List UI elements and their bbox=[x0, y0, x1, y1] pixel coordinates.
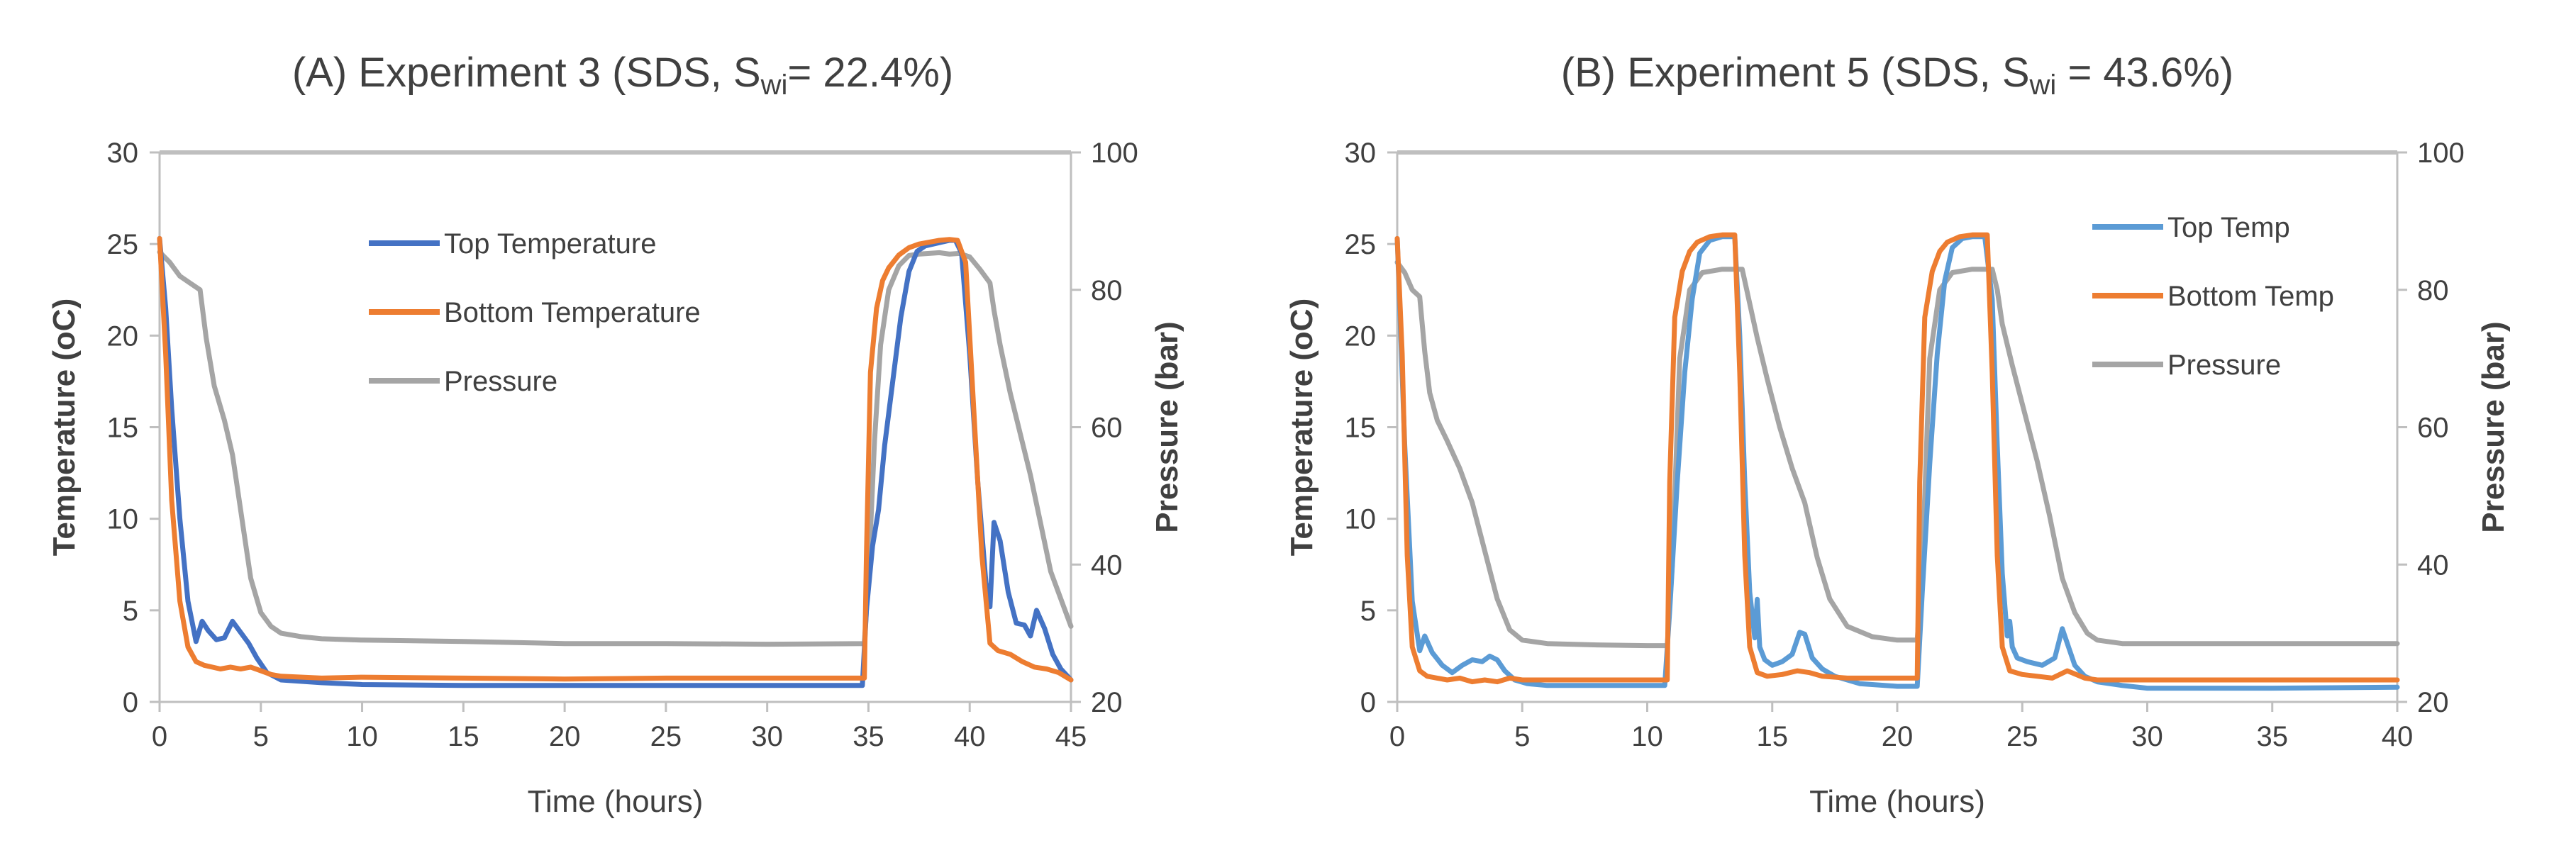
chart-panel-b: (B) Experiment 5 (SDS, Swi = 43.6%) 0 5 10… bbox=[1284, 50, 2511, 819]
chart-b-x-tick-label: 0 bbox=[1389, 721, 1405, 752]
chart-b-x-tick-label: 30 bbox=[2131, 721, 2163, 752]
chart-a-x-tick-label: 35 bbox=[853, 721, 884, 752]
chart-a-x-tick-label: 25 bbox=[650, 721, 682, 752]
chart-b-legend-label-top-temp: Top Temp bbox=[2167, 212, 2290, 243]
chart-a-legend-label-pressure: Pressure bbox=[444, 366, 557, 397]
chart-a-y-tick-label: 5 bbox=[123, 596, 138, 627]
chart-b-x-tick-label: 10 bbox=[1631, 721, 1663, 752]
chart-a-y2-tick-label: 60 bbox=[1091, 413, 1123, 444]
chart-b-y2-tick-label: 100 bbox=[2417, 138, 2465, 169]
chart-b-y2-tick-label: 60 bbox=[2417, 413, 2449, 444]
chart-a-x-tick-label: 20 bbox=[549, 721, 581, 752]
chart-b-x-axis-label: Time (hours) bbox=[1809, 784, 1985, 819]
chart-a-y2-tick-label: 40 bbox=[1091, 549, 1123, 581]
chart-b-y-tick-label: 10 bbox=[1345, 504, 1377, 535]
chart-b-title-main: (B) Experiment 5 (SDS, S bbox=[1561, 50, 2030, 96]
chart-b-y-tick-label: 15 bbox=[1345, 413, 1377, 444]
chart-panel-a: (A) Experiment 3 (SDS, Swi= 22.4%) 0 5 10 1… bbox=[47, 50, 1184, 819]
chart-b-series-bottom-temp-line bbox=[1394, 232, 2400, 685]
chart-a-y2-axis-label: Pressure (bar) bbox=[1150, 321, 1184, 532]
chart-b-y2-axis-label: Pressure (bar) bbox=[2476, 321, 2511, 532]
chart-a-legend-label-top-temperature: Top Temperature bbox=[444, 228, 656, 260]
chart-a-y-axis-label: Temperature (oC) bbox=[47, 298, 82, 556]
chart-a-y2-tick-label: 100 bbox=[1091, 138, 1138, 169]
chart-a-legend-label-bottom-temperature: Bottom Temperature bbox=[444, 297, 701, 328]
chart-b-x-tick-label: 15 bbox=[1757, 721, 1789, 752]
chart-b-y2-tick-label: 20 bbox=[2417, 687, 2449, 718]
chart-a-y-tick-label: 25 bbox=[107, 229, 139, 260]
chart-a-x-tick-label: 30 bbox=[751, 721, 783, 752]
chart-a-legend: Top Temperature Bottom Temperature Pressur… bbox=[369, 228, 701, 397]
chart-a-x-axis-label: Time (hours) bbox=[528, 784, 704, 819]
chart-b-y-ticks: 0 5 10 15 20 25 30 bbox=[1345, 138, 1397, 718]
chart-a-y-tick-label: 10 bbox=[107, 504, 139, 535]
chart-a-x-tick-label: 0 bbox=[152, 721, 167, 752]
chart-a-y2-ticks: 20 40 60 80 100 bbox=[1071, 138, 1138, 718]
chart-b-x-tick-label: 35 bbox=[2257, 721, 2289, 752]
chart-b-legend: Top Temp Bottom Temp Pressure bbox=[2092, 212, 2334, 381]
chart-a-title: (A) Experiment 3 (SDS, Swi= 22.4%) bbox=[292, 50, 953, 101]
chart-a-y2-tick-label: 20 bbox=[1091, 687, 1123, 718]
chart-a-series-bottom-temperature-line bbox=[157, 235, 1074, 683]
chart-b-y-tick-label: 0 bbox=[1360, 687, 1376, 718]
chart-a-x-ticks: 0 5 10 15 20 25 30 35 40 45 bbox=[152, 702, 1087, 752]
chart-b-legend-label-pressure: Pressure bbox=[2167, 350, 2281, 381]
chart-a-y-tick-label: 20 bbox=[107, 320, 139, 352]
chart-a-y-tick-label: 0 bbox=[123, 687, 138, 718]
chart-a-y-tick-label: 30 bbox=[107, 138, 139, 169]
chart-a-x-tick-label: 40 bbox=[954, 721, 986, 752]
chart-a-y2-tick-label: 80 bbox=[1091, 275, 1123, 306]
chart-b-title: (B) Experiment 5 (SDS, Swi = 43.6%) bbox=[1561, 50, 2233, 101]
chart-b-y2-tick-label: 40 bbox=[2417, 549, 2449, 581]
chart-b-y-tick-label: 5 bbox=[1360, 596, 1376, 627]
chart-b-y-tick-label: 20 bbox=[1345, 320, 1377, 352]
chart-b-title-sub: wi bbox=[2029, 69, 2057, 101]
chart-b-y-axis-label: Temperature (oC) bbox=[1284, 298, 1319, 556]
chart-a-title-end: = 22.4%) bbox=[787, 50, 953, 96]
chart-a-title-sub: wi bbox=[760, 69, 788, 101]
chart-b-series-pressure-line bbox=[1394, 260, 2400, 649]
chart-a-plot-area bbox=[157, 235, 1074, 688]
chart-b-series-top-temp-line bbox=[1394, 234, 2400, 691]
chart-b-title-end: = 43.6%) bbox=[2056, 50, 2233, 96]
chart-b-legend-label-bottom-temp: Bottom Temp bbox=[2167, 281, 2334, 312]
chart-b-y-tick-label: 25 bbox=[1345, 229, 1377, 260]
chart-b-y2-tick-label: 80 bbox=[2417, 275, 2449, 306]
chart-b-x-ticks: 0 5 10 15 20 25 30 35 40 bbox=[1389, 702, 2413, 752]
chart-b-x-tick-label: 20 bbox=[1882, 721, 1914, 752]
chart-b-x-tick-label: 5 bbox=[1514, 721, 1530, 752]
chart-b-y2-ticks: 20 40 60 80 100 bbox=[2397, 138, 2465, 718]
chart-a-y-tick-label: 15 bbox=[107, 413, 139, 444]
chart-a-x-tick-label: 5 bbox=[253, 721, 269, 752]
chart-b-y-tick-label: 30 bbox=[1345, 138, 1377, 169]
chart-b-plot-area bbox=[1394, 232, 2400, 691]
chart-a-x-tick-label: 45 bbox=[1055, 721, 1087, 752]
chart-b-x-tick-label: 25 bbox=[2006, 721, 2038, 752]
chart-a-x-tick-label: 10 bbox=[346, 721, 378, 752]
chart-b-x-tick-label: 40 bbox=[2382, 721, 2414, 752]
chart-a-title-main: (A) Experiment 3 (SDS, S bbox=[292, 50, 761, 96]
chart-a-x-tick-label: 15 bbox=[448, 721, 479, 752]
chart-a-y-ticks: 0 5 10 15 20 25 30 bbox=[107, 138, 160, 718]
chart-a-series-top-temperature-line bbox=[157, 235, 1074, 688]
